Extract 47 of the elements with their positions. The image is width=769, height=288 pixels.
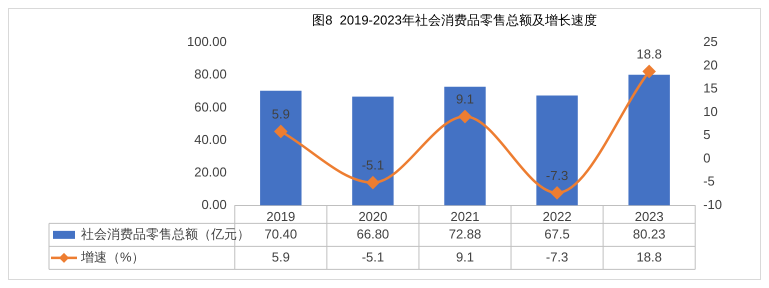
data-label: 67.5	[544, 226, 570, 242]
x-tick-label: 2021	[450, 208, 480, 224]
y2-tick-label: 0	[703, 150, 710, 166]
y-tick-label: 60.00	[194, 99, 227, 114]
y-tick-label: 80.00	[194, 66, 227, 82]
data-label: 9.1	[456, 249, 474, 264]
point	[458, 110, 472, 123]
data-label: -5.1	[362, 249, 384, 264]
data-label: 18.8	[636, 249, 662, 264]
data-label: 80.23	[632, 226, 666, 242]
data-label: 72.88	[448, 226, 482, 242]
point	[550, 186, 564, 200]
data-label: 66.80	[356, 226, 390, 242]
bar	[536, 96, 578, 206]
y-tick-label: 100.00	[186, 34, 227, 50]
point	[274, 125, 288, 138]
data-label: 5.9	[272, 249, 290, 264]
text: 5.9	[272, 106, 290, 122]
data-label: 70.40	[264, 226, 298, 242]
y2-tick-label: 5	[703, 127, 710, 142]
text: 18.8	[636, 46, 662, 62]
x-tick-label: 2022	[542, 208, 572, 224]
data-label: -7.3	[546, 249, 568, 264]
x-tick-label: 2023	[634, 208, 664, 224]
point	[366, 176, 380, 189]
y-tick-label: 0.00	[201, 196, 227, 212]
legend-label: 增速（%）	[80, 249, 145, 264]
text: 9.1	[456, 92, 474, 107]
chart-title: 图8 2019-2023年社会消费品零售总额及增长速度	[312, 12, 597, 28]
y-tick-label: 40.00	[194, 132, 227, 147]
bar	[628, 74, 670, 206]
y2-tick-label: 25	[703, 34, 718, 50]
x-tick-label: 2020	[358, 208, 388, 224]
y2-tick-label: 15	[703, 80, 718, 96]
legend-label: 社会消费品零售总额（亿元）	[81, 226, 250, 242]
bar	[444, 86, 486, 206]
y-tick-label: 20.00	[194, 164, 227, 180]
y2-tick-label: -5	[703, 174, 715, 189]
text: -5.1	[362, 158, 384, 173]
bar	[260, 90, 302, 206]
text: -7.3	[546, 168, 568, 183]
bar	[352, 96, 394, 206]
point	[642, 65, 656, 78]
y2-tick-label: -10	[703, 196, 722, 212]
y2-tick-label: 10	[703, 104, 718, 119]
y2-tick-label: 20	[703, 57, 718, 72]
x-tick-label: 2019	[266, 208, 296, 224]
